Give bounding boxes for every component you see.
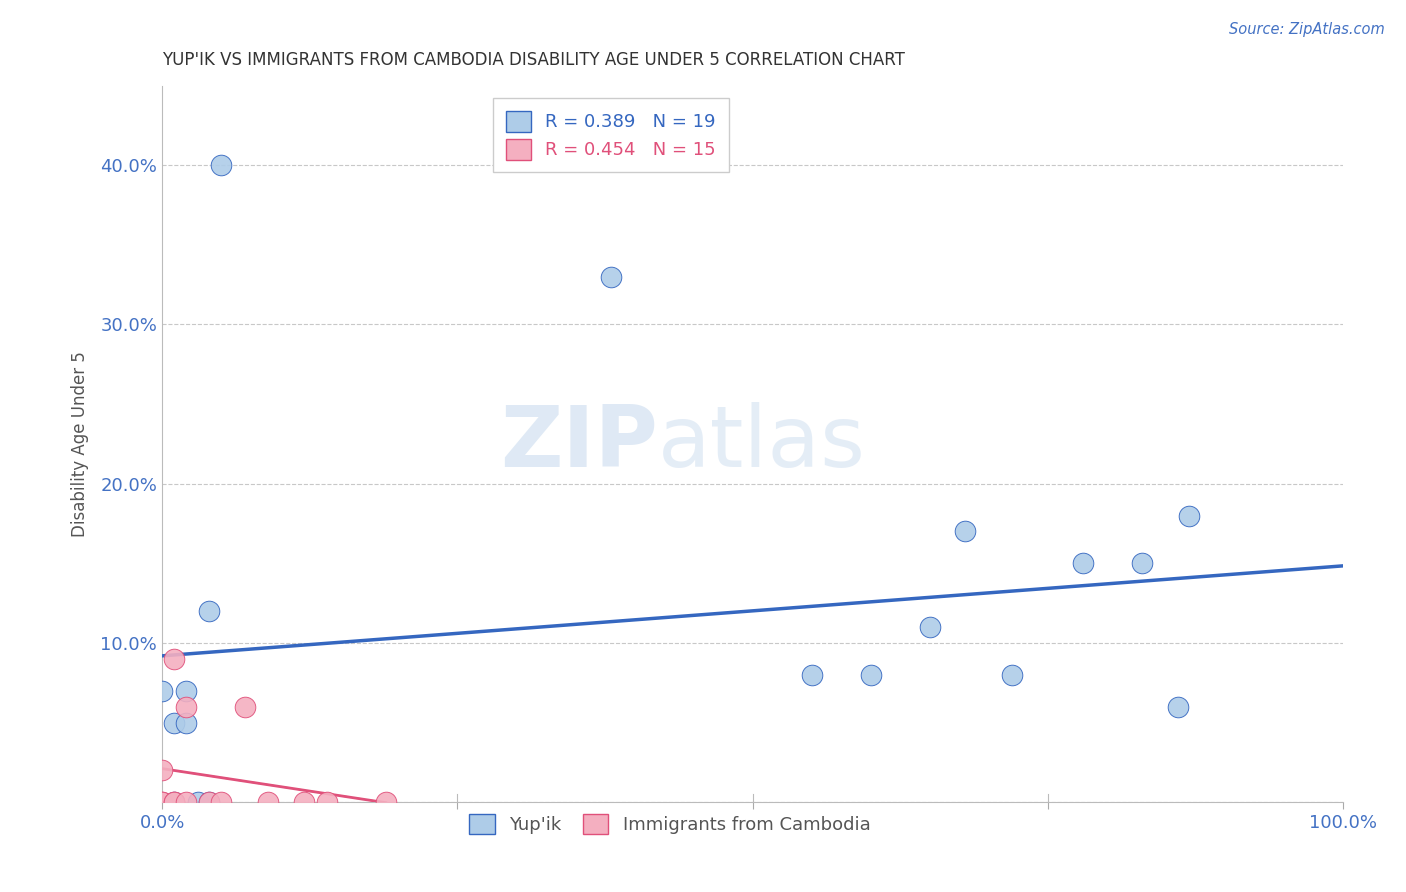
Point (174, 715, 197, 730)
Point (163, 715, 186, 730)
Point (174, 795, 197, 809)
Y-axis label: Disability Age Under 5: Disability Age Under 5 (72, 351, 89, 537)
Point (1178, 508, 1201, 523)
Text: atlas: atlas (658, 402, 866, 485)
Point (859, 668, 882, 682)
Point (233, 699, 256, 714)
Text: YUP'IK VS IMMIGRANTS FROM CAMBODIA DISABILITY AGE UNDER 5 CORRELATION CHART: YUP'IK VS IMMIGRANTS FROM CAMBODIA DISAB… (162, 51, 905, 69)
Point (292, 795, 315, 809)
Point (375, 795, 398, 809)
Point (163, 795, 186, 809)
Point (316, 795, 339, 809)
Text: Source: ZipAtlas.com: Source: ZipAtlas.com (1229, 22, 1385, 37)
Point (209, 158, 232, 172)
Point (186, 795, 208, 809)
Point (198, 604, 221, 618)
Point (150, 764, 173, 778)
Point (918, 620, 941, 634)
Point (163, 795, 186, 809)
Point (209, 795, 232, 809)
Point (953, 524, 976, 539)
Point (257, 795, 280, 809)
Point (198, 795, 221, 809)
Point (150, 795, 173, 809)
Point (1167, 699, 1189, 714)
Point (150, 795, 173, 809)
Point (163, 652, 186, 666)
Point (599, 269, 621, 284)
Point (163, 795, 186, 809)
Text: ZIP: ZIP (501, 402, 658, 485)
Point (1001, 668, 1024, 682)
Point (1130, 557, 1153, 571)
Point (150, 683, 173, 698)
Legend: Yup'ik, Immigrants from Cambodia: Yup'ik, Immigrants from Cambodia (460, 805, 879, 844)
Point (1071, 557, 1094, 571)
Point (174, 699, 197, 714)
Point (174, 683, 197, 698)
Point (198, 795, 221, 809)
Point (800, 668, 823, 682)
